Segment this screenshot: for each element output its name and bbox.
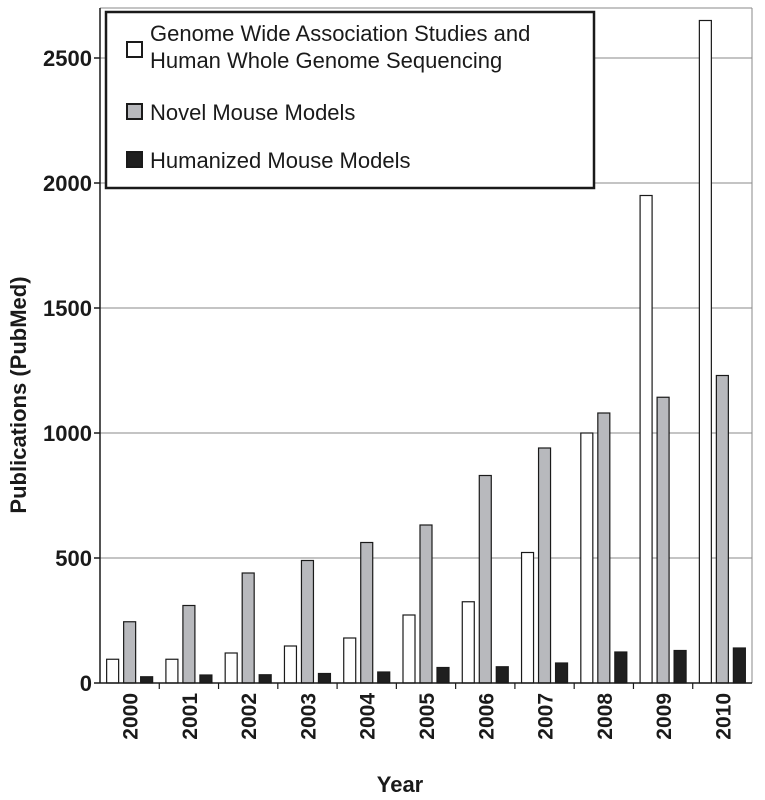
y-tick-label: 1500 [43,296,92,321]
bar [402,614,416,684]
legend-label: Humanized Mouse Models [150,148,410,173]
bar [715,374,729,684]
y-tick-label: 1000 [43,421,92,446]
bar [199,674,213,684]
legend-swatch [126,103,143,120]
bar [580,432,594,684]
y-tick-label: 2500 [43,46,92,71]
x-tick-label: 2010 [712,693,735,740]
y-tick-labels: 0 500 1000 1500 2000 2500 [43,46,92,696]
y-tick-label: 500 [55,546,92,571]
bar [165,658,179,684]
x-tick-label: 2004 [357,693,380,740]
y-axis-label: Publications (PubMed) [6,276,31,513]
bar [182,604,196,684]
legend: Genome Wide Association Studies andHuman… [104,10,596,190]
bar [614,651,628,684]
bar [495,666,509,684]
bar [258,674,272,684]
bar [698,19,712,684]
bar [520,551,535,684]
bar [673,649,687,684]
bar [123,621,137,684]
bar [377,671,391,684]
bar [317,672,332,684]
legend-swatch [126,151,143,168]
x-tick-label: 2002 [238,693,261,740]
x-tick-label: 2006 [475,693,498,740]
bars [106,19,746,684]
x-tick-labels: 2000 2001 2002 2003 2004 2005 2006 2007 2008 2009… [120,693,736,740]
x-tick-label: 2003 [297,693,320,740]
bar [241,572,255,684]
bar [283,645,298,684]
bar [478,474,492,684]
bar [140,676,154,684]
bar [554,662,569,684]
x-tick-label: 2005 [416,693,439,740]
legend-box [104,10,596,190]
bar [360,541,374,684]
bar [343,637,357,684]
x-tick-label: 2007 [535,693,558,740]
legend-label: Novel Mouse Models [150,100,355,125]
bar [106,658,120,684]
bar [419,524,433,684]
legend-label: Human Whole Genome Sequencing [150,48,502,73]
bar [461,601,475,684]
bar [656,396,670,684]
x-tick-label: 2000 [120,693,143,740]
x-axis-label: Year [377,772,424,797]
bar [732,647,746,684]
y-tick-label: 2000 [43,171,92,196]
x-tick-label: 2008 [594,693,617,740]
x-tick-label: 2009 [653,693,676,740]
legend-label: Genome Wide Association Studies and [150,21,530,46]
bar [597,412,611,684]
bar [639,194,653,684]
legend-swatch [126,41,143,58]
bar [436,666,450,684]
x-tick-label: 2001 [179,693,202,740]
y-tick-label: 0 [80,671,92,696]
bar [224,652,238,684]
bar [537,447,552,684]
axes [94,7,753,689]
bar [300,559,315,684]
